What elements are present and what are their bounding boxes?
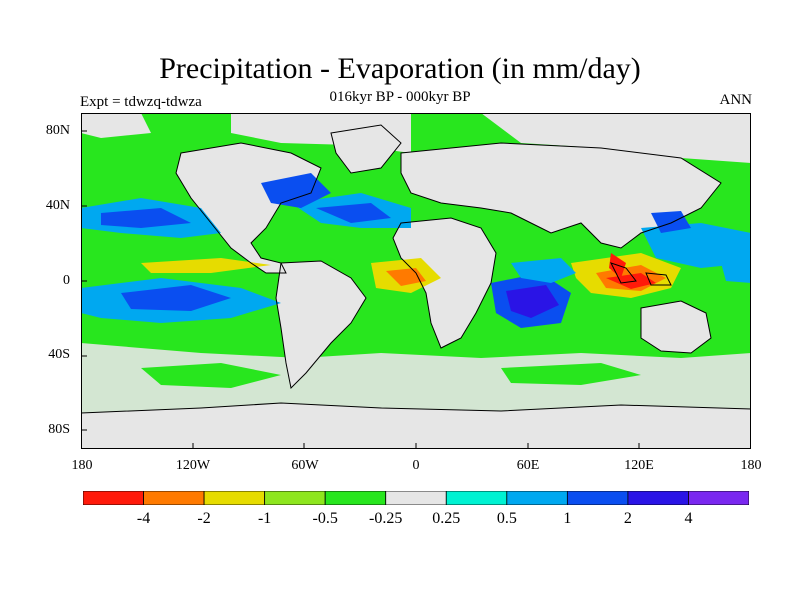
- x-tick-label: 60W: [291, 458, 319, 473]
- y-tick-label: 80N: [45, 123, 70, 138]
- continent-south-america: [276, 261, 366, 388]
- colorbar-label: -2: [197, 510, 211, 527]
- colorbar-swatch: [264, 491, 326, 505]
- field-patch: [121, 285, 231, 311]
- field-patch: [641, 223, 751, 268]
- field-patch: [651, 211, 691, 233]
- experiment-label: Expt = tdwzq-tdwza: [80, 94, 202, 110]
- continent-north-america: [176, 143, 321, 273]
- colorbar: [83, 491, 749, 505]
- field-patch: [316, 203, 391, 223]
- map-ticks: [81, 130, 640, 449]
- field-patch: [141, 363, 281, 388]
- field-patch: [506, 285, 559, 318]
- colorbar-swatch: [566, 491, 629, 505]
- colorbar-label: -0.25: [369, 510, 403, 527]
- x-tick-label: 180: [740, 458, 762, 473]
- field-patch: [261, 173, 331, 208]
- colorbar-label: -1: [257, 510, 272, 527]
- colorbar-swatch: [385, 491, 447, 505]
- field-patch: [501, 363, 641, 385]
- colorbar-label: 0.5: [496, 510, 517, 527]
- continent-eurasia: [401, 143, 721, 248]
- season-label: ANN: [719, 92, 753, 108]
- colorbar-label: -0.5: [312, 510, 338, 527]
- y-tick-label: 40S: [48, 347, 70, 362]
- map-panel: [81, 113, 751, 449]
- colorbar-swatch: [143, 491, 205, 505]
- map-field: [81, 113, 751, 449]
- field-patch: [81, 343, 751, 413]
- colorbar-label: 2: [623, 510, 632, 527]
- field-patch: [721, 261, 751, 283]
- x-tick-label: 180: [71, 458, 93, 473]
- continent-antarctica: [81, 403, 751, 449]
- chart-subtitle: 016kyr BP - 000kyr BP: [329, 89, 471, 105]
- colorbar-swatch: [324, 491, 387, 505]
- colorbar-swatch: [445, 491, 508, 505]
- field-patch: [481, 113, 751, 163]
- colorbar-swatch: [506, 491, 568, 505]
- colorbar-swatch: [688, 491, 749, 505]
- continent-africa: [393, 218, 496, 348]
- colorbar-label: 4: [684, 510, 693, 527]
- field-patch: [141, 258, 271, 273]
- x-tick-label: 120W: [175, 458, 211, 473]
- field-patch: [511, 258, 576, 283]
- y-tick-label: 0: [63, 273, 70, 288]
- colorbar-swatch: [203, 491, 266, 505]
- colorbar-label: 1: [563, 510, 572, 527]
- y-tick-label: 80S: [48, 422, 70, 437]
- coastlines: [81, 124, 751, 414]
- continent-greenland: [331, 125, 401, 173]
- x-tick-label: 60E: [516, 458, 540, 473]
- continent-australia: [641, 301, 711, 353]
- chart-title: Precipitation - Evaporation (in mm/day): [159, 52, 641, 85]
- field-patch: [81, 113, 151, 138]
- field-patch: [101, 208, 191, 228]
- colorbar-swatch: [627, 491, 689, 505]
- x-tick-label: 120E: [624, 458, 654, 473]
- y-tick-label: 40N: [45, 198, 70, 213]
- colorbar-label: -4: [136, 510, 151, 527]
- x-tick-label: 0: [412, 458, 420, 473]
- colorbar-label: 0.25: [432, 510, 461, 527]
- colorbar-swatch: [83, 491, 144, 505]
